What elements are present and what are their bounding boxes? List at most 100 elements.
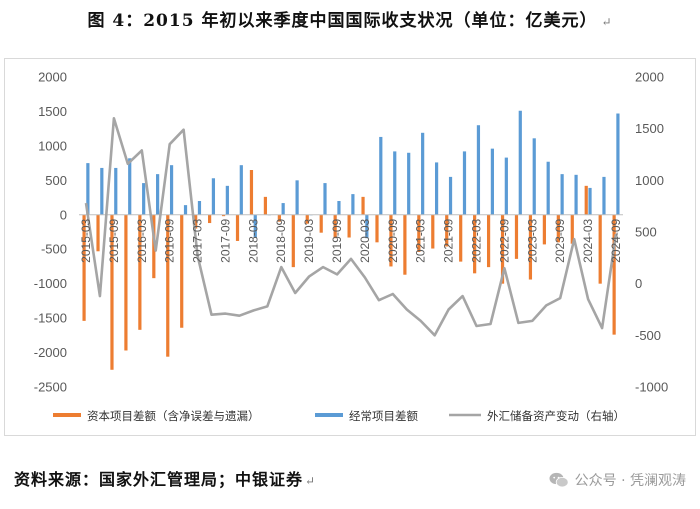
bar-capital-account (528, 214, 533, 280)
bar-capital-account (473, 214, 477, 274)
bar-current-account (211, 178, 216, 215)
bar-capital-account (291, 214, 295, 268)
bar-capital-account (82, 214, 86, 321)
x-tick-label: 2019-09 (330, 218, 344, 262)
x-tick-label: 2018-09 (274, 218, 288, 262)
bar-capital-account (445, 214, 449, 247)
bar-capital-account (235, 214, 240, 241)
bar-current-account (379, 136, 383, 215)
bar-capital-account (277, 214, 281, 222)
bar-current-account (588, 187, 592, 215)
legend-swatch-current (315, 413, 343, 417)
bar-current-account (351, 194, 355, 215)
source-note: 资料来源：国家外汇管理局；中银证券 ↵ (14, 466, 316, 490)
y-left-tick-label: 1500 (38, 104, 67, 119)
x-tick-label: 2017-03 (191, 218, 205, 262)
bar-capital-account (166, 214, 170, 357)
y-right-tick-label: 1000 (635, 173, 664, 188)
x-tick-label: 2016-09 (163, 218, 177, 262)
bar-capital-account (403, 214, 407, 275)
y-left-tick-label: 2000 (38, 70, 67, 85)
y-left-tick-label: -500 (41, 242, 67, 257)
x-tick-label: 2015-03 (79, 218, 93, 262)
bar-current-account (86, 163, 90, 215)
watermark: 公众号 · 凭澜观涛 (549, 470, 686, 490)
x-tick-label: 2023-09 (553, 218, 567, 262)
legend-label-capital: 资本项目差额（含净误差与遗漏） (87, 409, 260, 423)
bar-current-account (574, 174, 578, 215)
bar-capital-account (389, 214, 393, 267)
chart-title: 图 4：2015 年初以来季度中国国际收支状况（单位：亿美元） ↵ (0, 6, 700, 31)
bar-capital-account (263, 196, 268, 215)
x-tick-label: 2021-09 (442, 218, 456, 262)
bar-current-account (365, 214, 369, 239)
bar-current-account (295, 180, 299, 215)
bar-current-account (504, 157, 508, 215)
bar-current-account (100, 167, 104, 215)
bar-capital-account (612, 214, 616, 335)
bar-capital-account (361, 196, 365, 215)
x-tick-label: 2017-09 (218, 218, 232, 262)
paragraph-mark: ↵ (601, 15, 613, 29)
x-tick-label: 2024-03 (581, 218, 595, 262)
bar-capital-account (138, 214, 142, 330)
bar-capital-account (333, 214, 337, 239)
x-tick-label: 2022-03 (470, 218, 484, 262)
y-right-tick-label: -1000 (635, 380, 668, 395)
bar-current-account (197, 201, 202, 215)
x-tick-label: 2019-03 (302, 218, 316, 262)
y-left-tick-label: 500 (45, 173, 67, 188)
bar-capital-account (514, 214, 519, 259)
y-right-tick-label: 0 (635, 276, 642, 291)
y-left-tick-label: 0 (60, 207, 67, 222)
bar-capital-account (486, 214, 491, 268)
bar-capital-account (459, 214, 463, 262)
bar-capital-account (221, 214, 226, 217)
bar-capital-account (500, 214, 505, 284)
x-tick-label: 2015-09 (107, 218, 121, 262)
bar-current-account (462, 151, 467, 215)
y-left-tick-label: 1000 (38, 138, 67, 153)
bar-capital-account (417, 214, 421, 252)
bar-capital-account (208, 214, 212, 224)
bar-capital-account (431, 214, 435, 249)
x-tick-label: 2018-03 (246, 218, 260, 262)
bar-current-account (128, 158, 132, 215)
bar-current-account (476, 125, 481, 215)
bar-current-account (616, 113, 620, 215)
bar-capital-account (598, 214, 602, 284)
bar-current-account (434, 162, 439, 215)
x-tick-label: 2024-09 (609, 218, 623, 262)
paragraph-mark: ↵ (305, 474, 317, 488)
bar-current-account (602, 176, 606, 215)
x-tick-label: 2023-03 (525, 218, 539, 262)
y-left-tick-label: -2000 (34, 345, 67, 360)
x-tick-label: 2020-03 (358, 218, 372, 262)
bar-current-account (323, 183, 327, 215)
x-tick-label: 2016-03 (135, 218, 149, 262)
y-right-tick-label: 1500 (635, 121, 664, 136)
bar-capital-account (180, 214, 184, 328)
bar-current-account (448, 176, 453, 215)
bar-capital-account (305, 214, 309, 224)
bar-current-account (225, 185, 229, 215)
bar-current-account (156, 174, 160, 215)
bar-current-account (560, 174, 564, 215)
bar-capital-account (570, 214, 574, 244)
x-tick-label: 2022-09 (497, 218, 511, 262)
line-reserve-assets (84, 116, 618, 337)
y-right-tick-label: -500 (635, 328, 661, 343)
source-text: 资料来源：国家外汇管理局；中银证券 (14, 470, 304, 489)
bar-capital-account (375, 214, 379, 243)
y-right-tick-label: 500 (635, 225, 657, 240)
bar-current-account (421, 132, 425, 215)
bar-current-account (518, 110, 522, 215)
wechat-icon (549, 472, 569, 488)
bar-capital-account (110, 214, 114, 370)
y-right-tick-label: 2000 (635, 70, 664, 85)
legend-swatch-capital (53, 413, 81, 417)
bar-capital-account (124, 214, 128, 351)
y-left-tick-label: -2500 (34, 380, 67, 395)
bar-current-account (142, 183, 146, 215)
x-tick-label: 2021-03 (414, 218, 428, 262)
